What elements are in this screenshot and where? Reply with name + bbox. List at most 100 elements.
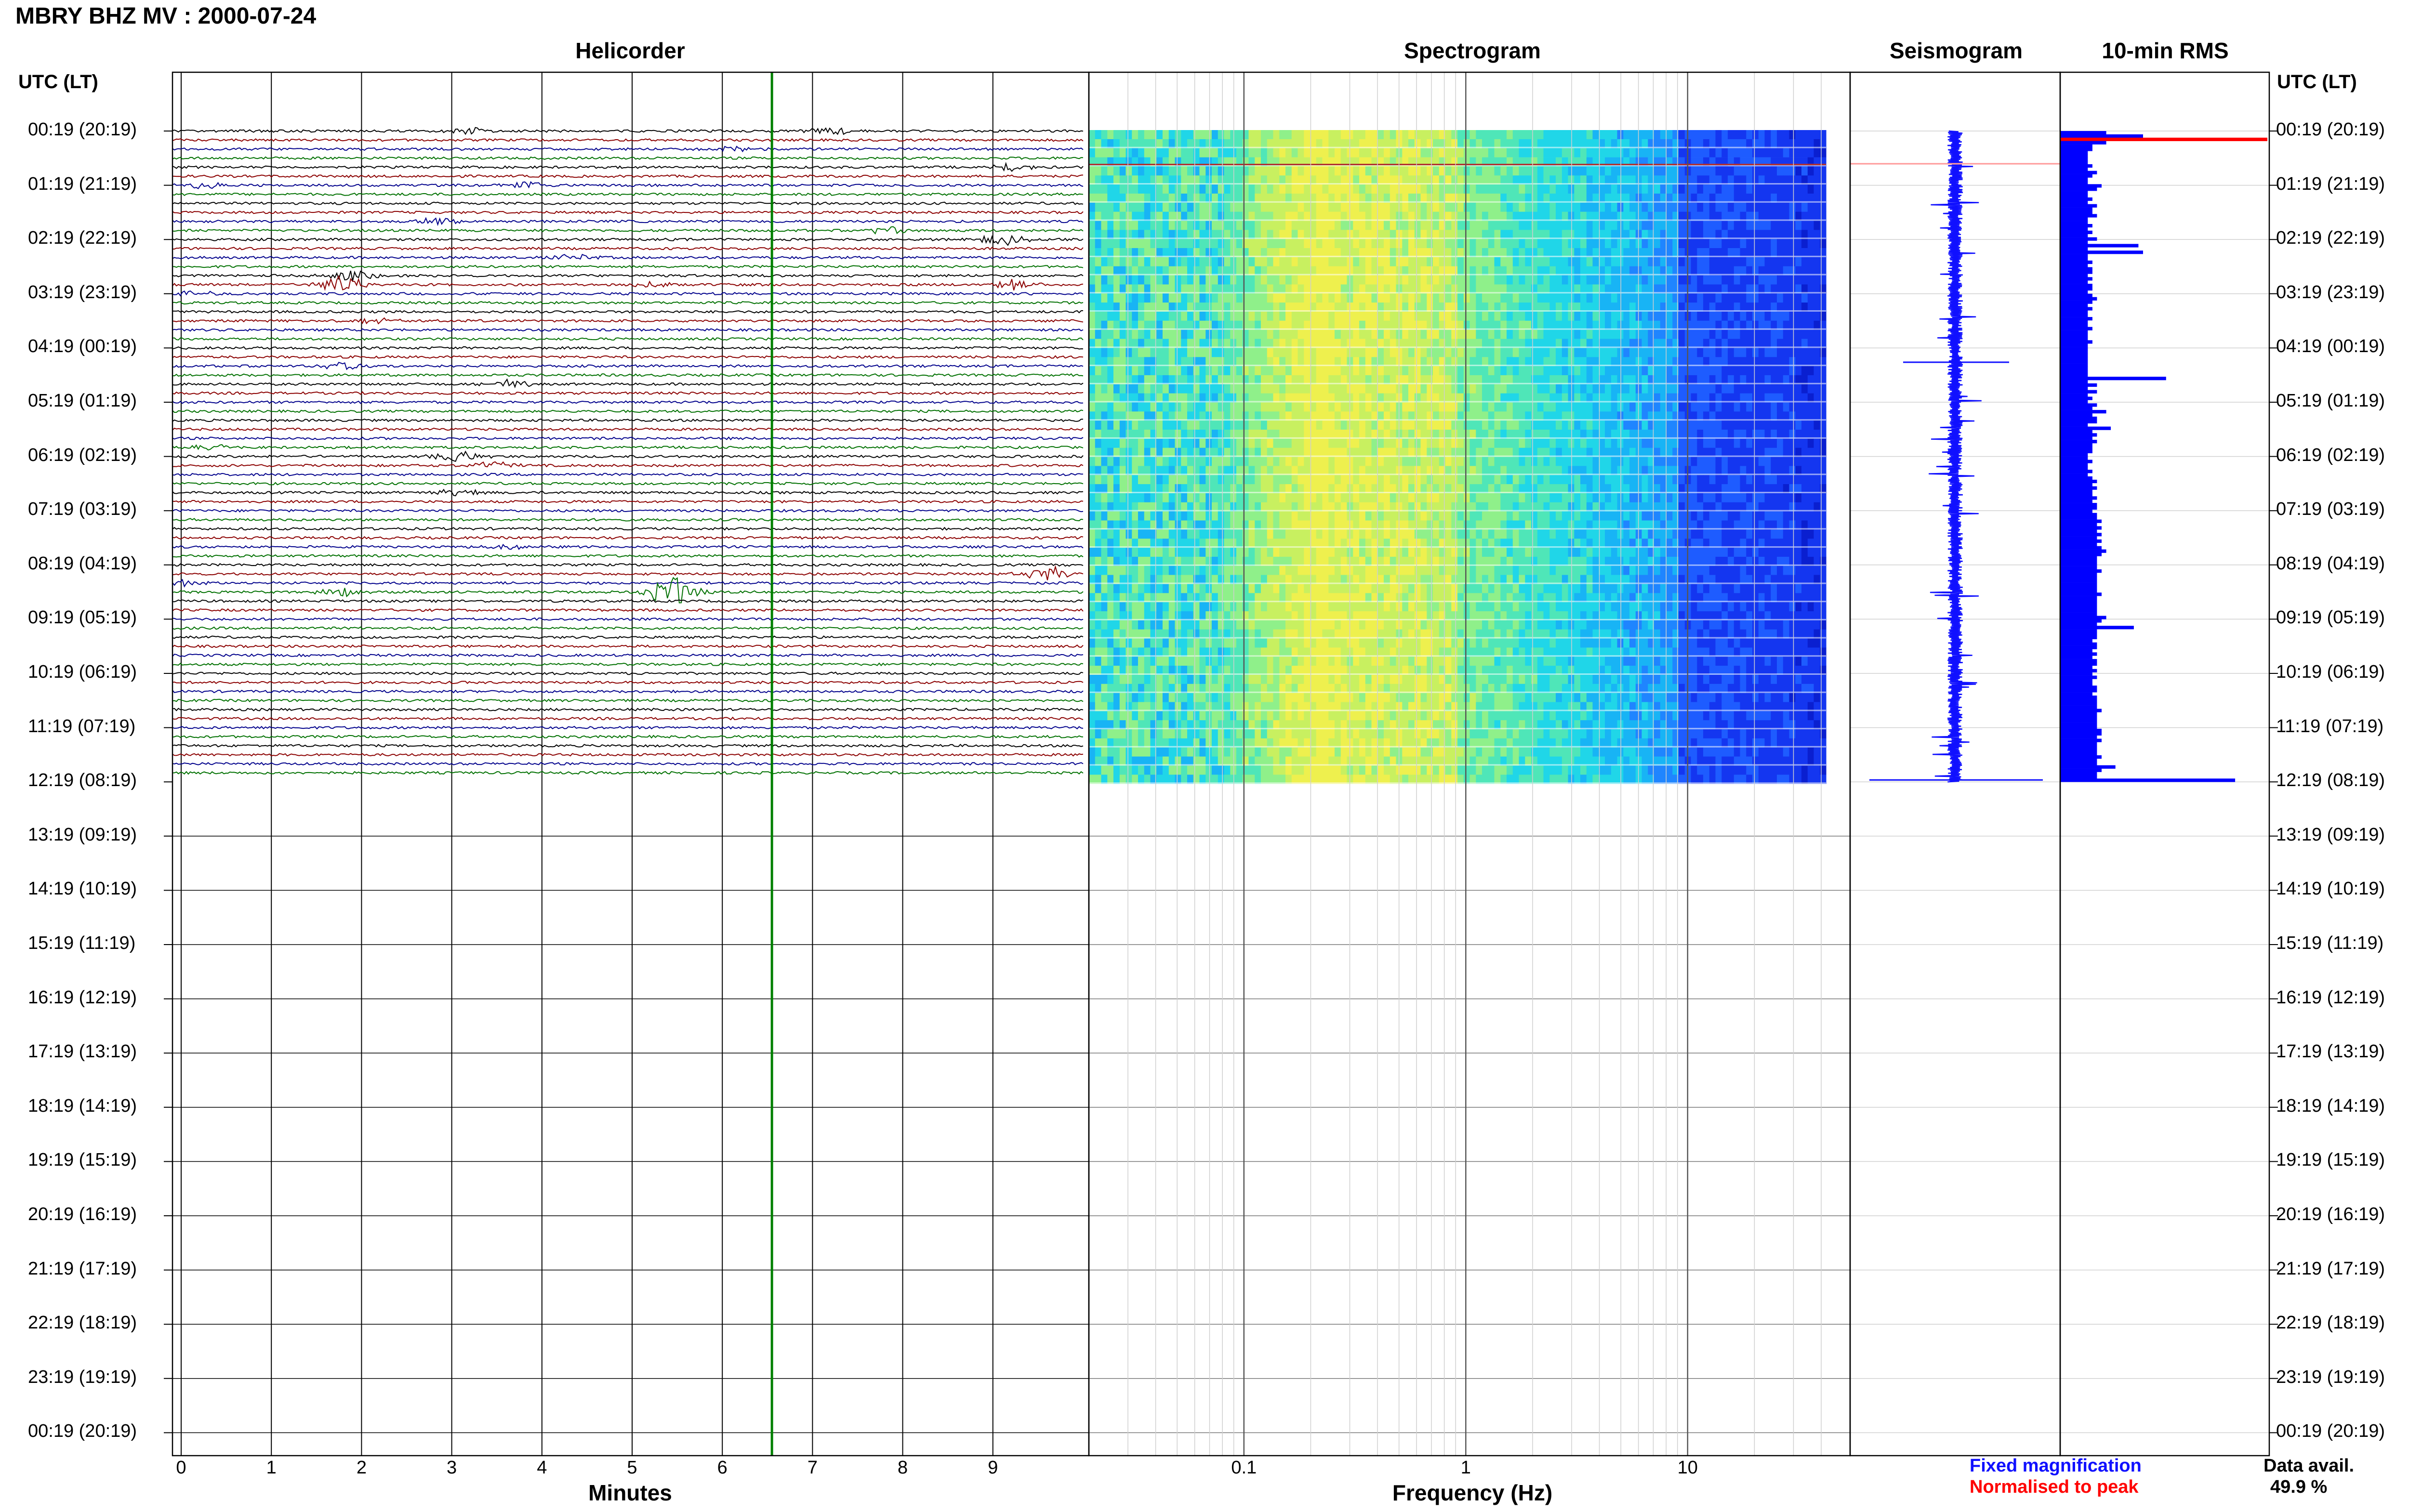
- time-label-left: 10:19 (06:19): [28, 662, 137, 682]
- spectrogram-cell: [1304, 457, 1310, 466]
- spectrogram-cell: [1163, 130, 1169, 140]
- spectrogram-cell: [1635, 266, 1642, 276]
- spectrogram-cell: [1715, 393, 1722, 403]
- spectrogram-cell: [1365, 130, 1372, 140]
- spectrogram-cell: [1746, 257, 1753, 267]
- spectrogram-cell: [1525, 393, 1532, 403]
- spectrogram-cell: [1101, 130, 1108, 140]
- spectrogram-gap: [1089, 219, 1826, 222]
- spectrogram-cell: [1261, 166, 1268, 176]
- spectrogram-cell: [1740, 339, 1747, 348]
- spectrogram-cell: [1623, 148, 1630, 158]
- spectrogram-cell: [1703, 421, 1710, 430]
- spectrogram-cell: [1384, 302, 1390, 312]
- spectrogram-cell: [1304, 248, 1310, 258]
- spectrogram-cell: [1679, 230, 1685, 239]
- spectrogram-cell: [1150, 348, 1157, 357]
- spectrogram-cell: [1703, 384, 1710, 394]
- spectrogram-cell: [1740, 248, 1747, 258]
- spectrogram-cell: [1721, 384, 1728, 394]
- spectrogram-cell: [1525, 421, 1532, 430]
- spectrogram-cell: [1138, 302, 1145, 312]
- spectrogram-cell: [1371, 457, 1378, 466]
- spectrogram-cell: [1224, 302, 1231, 312]
- spectrogram-cell: [1629, 493, 1636, 503]
- spectrogram-cell: [1679, 175, 1685, 185]
- spectrogram-cell: [1236, 284, 1243, 294]
- spectrogram-cell: [1599, 302, 1605, 312]
- spectrogram-cell: [1359, 348, 1366, 357]
- spectrogram-cell: [1199, 193, 1206, 203]
- spectrogram-cell: [1801, 202, 1808, 212]
- spectrogram-cell: [1543, 221, 1550, 230]
- spectrogram-cell: [1267, 293, 1274, 303]
- spectrogram-cell: [1556, 248, 1562, 258]
- spectrogram-cell: [1679, 202, 1685, 212]
- spectrogram-cell: [1371, 302, 1378, 312]
- spectrogram-cell: [1089, 184, 1096, 194]
- spectrogram-cell: [1261, 248, 1268, 258]
- spectrogram-cell: [1353, 493, 1360, 503]
- spectrogram-cell: [1758, 211, 1765, 221]
- spectrogram-cell: [1715, 375, 1722, 385]
- time-label-right: 11:19 (07:19): [2276, 716, 2384, 736]
- spectrogram-cell: [1285, 348, 1292, 357]
- spectrogram-cell: [1132, 211, 1138, 221]
- spectrogram-cell: [1476, 366, 1482, 376]
- spectrogram-cell: [1728, 202, 1734, 212]
- spectrogram-cell: [1433, 221, 1440, 230]
- spectrogram-cell: [1691, 130, 1697, 140]
- spectrogram-cell: [1556, 339, 1562, 348]
- spectrogram-cell: [1500, 312, 1507, 321]
- spectrogram-cell: [1205, 402, 1212, 412]
- spectrogram-cell: [1377, 275, 1384, 285]
- spectrogram-cell: [1163, 384, 1169, 394]
- spectrogram-cell: [1758, 202, 1765, 212]
- spectrogram-cell: [1297, 257, 1304, 267]
- spectrogram-cell: [1144, 293, 1151, 303]
- spectrogram-cell: [1439, 339, 1446, 348]
- spectrogram-cell: [1469, 475, 1476, 485]
- spectrogram-cell: [1107, 293, 1114, 303]
- spectrogram-cell: [1273, 221, 1280, 230]
- spectrogram-cell: [1230, 166, 1237, 176]
- spectrogram-cell: [1660, 139, 1667, 149]
- spectrogram-cell: [1740, 421, 1747, 430]
- spectrogram-cell: [1193, 166, 1200, 176]
- spectrogram-cell: [1224, 166, 1231, 176]
- spectrogram-cell: [1150, 130, 1157, 140]
- spectrogram-cell: [1635, 166, 1642, 176]
- spectrogram-cell: [1777, 202, 1784, 212]
- spectrogram-cell: [1660, 257, 1667, 267]
- spectrogram-cell: [1175, 402, 1181, 412]
- spectrogram-cell: [1175, 457, 1181, 466]
- spectrogram-cell: [1777, 230, 1784, 239]
- spectrogram-cell: [1181, 302, 1188, 312]
- spectrogram-cell: [1297, 202, 1304, 212]
- spectrogram-cell: [1703, 493, 1710, 503]
- spectrogram-cell: [1611, 193, 1618, 203]
- spectrogram-cell: [1611, 166, 1618, 176]
- spectrogram-cell: [1132, 393, 1138, 403]
- spectrogram-cell: [1697, 148, 1704, 158]
- spectrogram-cell: [1783, 384, 1790, 394]
- spectrogram-cell: [1267, 375, 1274, 385]
- spectrogram-cell: [1212, 320, 1218, 330]
- spectrogram-cell: [1543, 302, 1550, 312]
- spectrogram-cell: [1125, 493, 1132, 503]
- spectrogram-cell: [1384, 366, 1390, 376]
- spectrogram-cell: [1451, 339, 1458, 348]
- spectrogram-cell: [1267, 457, 1274, 466]
- spectrogram-cell: [1212, 475, 1218, 485]
- spectrogram-cell: [1267, 166, 1274, 176]
- spectrogram-cell: [1758, 302, 1765, 312]
- spectrogram-cell: [1377, 257, 1384, 267]
- spectrogram-cell: [1353, 130, 1360, 140]
- spectrogram-cell: [1728, 457, 1734, 466]
- spectrogram-cell: [1101, 193, 1108, 203]
- spectrogram-cell: [1279, 148, 1286, 158]
- spectrogram-cell: [1697, 457, 1704, 466]
- spectrogram-cell: [1125, 457, 1132, 466]
- spectrogram-cell: [1279, 339, 1286, 348]
- spectrogram-cell: [1507, 393, 1513, 403]
